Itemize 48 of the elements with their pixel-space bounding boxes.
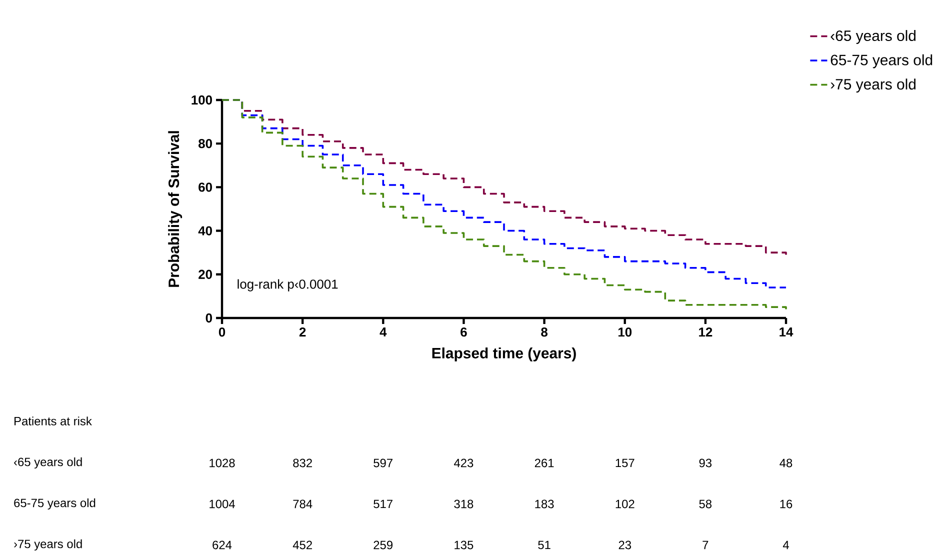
text: 7 [702,540,708,550]
annotation: log-rank p‹0.0001 [238,279,338,292]
x-tick-label: 10 [618,327,632,337]
text: ›75 years old [14,539,82,551]
text: 624 [212,540,232,550]
text: 1004 [210,500,235,508]
text: 4 [782,540,789,550]
text: 261 [534,458,554,468]
x-tick-label: 8 [541,327,548,337]
text: 48 [780,458,792,468]
x-axis-title: Elapsed time (years) [432,347,576,362]
x-tick-label: 14 [780,327,794,336]
x-tick-label: 6 [460,327,467,337]
text: 102 [616,500,634,508]
text: 157 [616,458,634,468]
y-tick-label: 100 [192,95,212,105]
text: 51 [538,540,550,550]
text: 452 [292,540,312,550]
legend-label: ‹65 years old [830,30,916,44]
text: 597 [374,458,392,468]
x-tick-label: 12 [699,327,712,337]
y-tick-label: 20 [198,270,212,279]
legend-label: 65-75 years old [830,54,932,68]
x-tick-label: 4 [380,327,387,336]
text: 1028 [210,458,235,468]
y-tick-label: 40 [198,226,212,236]
y-tick-label: 60 [198,182,212,192]
text: 135 [454,540,474,550]
text: 16 [780,500,792,508]
y-tick-label: 80 [198,138,212,148]
text: 318 [454,500,474,508]
text: 423 [454,458,474,468]
text: 183 [535,500,554,508]
text: 832 [293,458,312,468]
text: 517 [374,500,392,508]
text: 93 [699,458,712,468]
y-axis-title: Probability of Survival [168,131,182,287]
x-tick-label: 2 [299,327,306,337]
text: 65-75 years old [14,498,96,510]
text: 58 [699,500,712,508]
text: 259 [374,540,393,550]
text: ‹65 years old [14,457,82,469]
text: Patients at risk [14,416,92,426]
legend-label: ›75 years old [830,78,916,93]
y-tick-label: 0 [206,313,212,323]
text: 23 [618,540,632,550]
x-tick-label: 0 [218,327,226,337]
text: 784 [293,500,312,508]
